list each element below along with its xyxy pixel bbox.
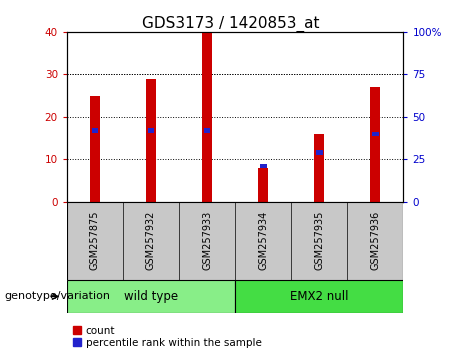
Text: genotype/variation: genotype/variation (5, 291, 111, 302)
Legend: count, percentile rank within the sample: count, percentile rank within the sample (72, 325, 262, 349)
Bar (146, 79, 156, 202)
Bar (258, 168, 268, 202)
Bar (92, 128, 98, 132)
Bar (67, 280, 235, 313)
Text: GSM257932: GSM257932 (146, 211, 156, 270)
Bar (90, 96, 100, 202)
Text: GSM257935: GSM257935 (314, 211, 324, 270)
Bar (204, 128, 210, 132)
Text: GDS3173 / 1420853_at: GDS3173 / 1420853_at (142, 16, 319, 32)
Bar (370, 87, 380, 202)
Text: GSM257875: GSM257875 (90, 211, 100, 270)
Bar (316, 150, 323, 155)
Text: GSM257934: GSM257934 (258, 211, 268, 270)
Text: GSM257933: GSM257933 (202, 211, 212, 270)
Text: GSM257936: GSM257936 (370, 211, 380, 270)
Bar (260, 164, 266, 168)
Bar (314, 134, 324, 202)
Text: EMX2 null: EMX2 null (290, 290, 349, 303)
Text: wild type: wild type (124, 290, 178, 303)
Bar (372, 132, 378, 136)
Bar (148, 128, 154, 132)
Bar (202, 32, 212, 202)
Bar (235, 280, 403, 313)
